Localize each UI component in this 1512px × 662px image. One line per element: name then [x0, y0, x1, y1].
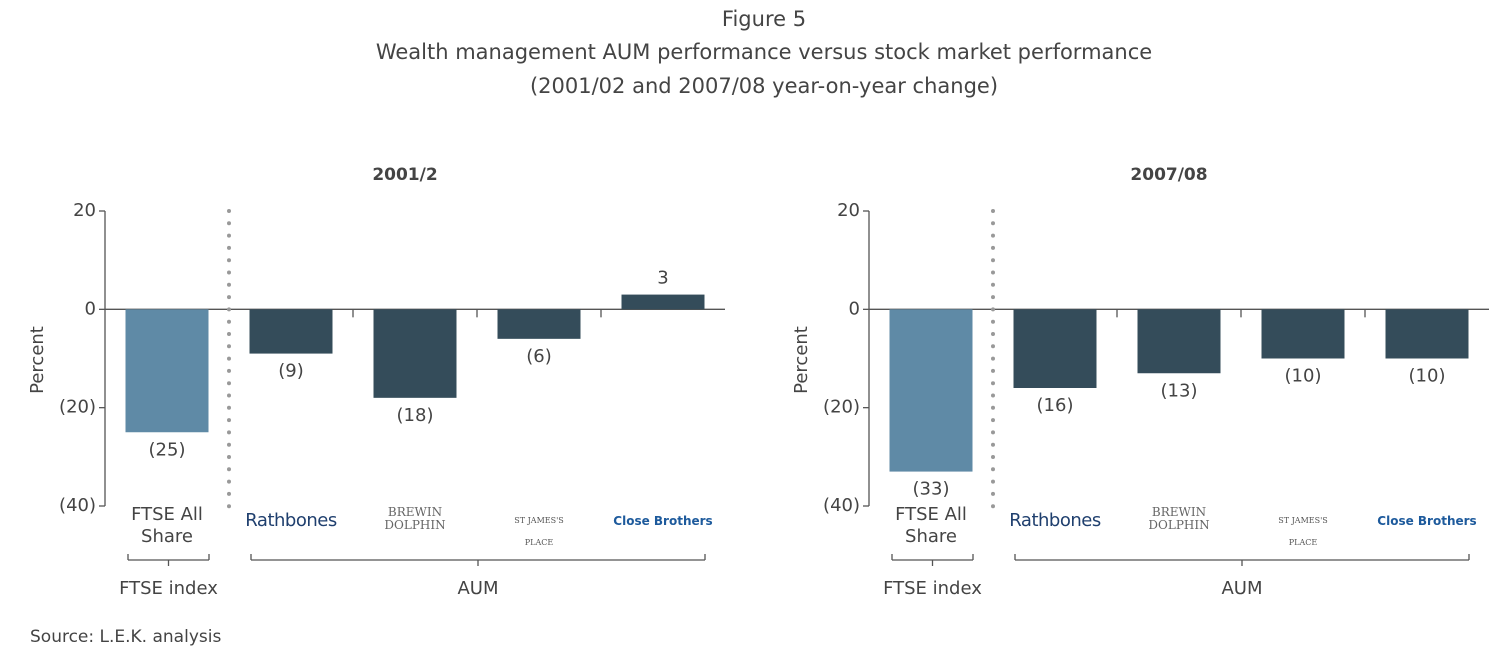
category-label: Rathbones [245, 510, 337, 531]
source: Source: L.E.K. analysis [30, 627, 221, 647]
bar [621, 294, 705, 310]
group-label: FTSE index [883, 578, 982, 599]
bar [1137, 309, 1221, 374]
category-label: ST JAMES'S PLACE [1278, 516, 1328, 546]
bar [1013, 309, 1097, 388]
category-label: BREWIN DOLPHIN [1148, 505, 1210, 532]
value-label: (9) [278, 361, 304, 382]
category-label-box: Rathbones [245, 510, 337, 531]
category-label: Close Brothers [613, 514, 713, 528]
bar [373, 309, 457, 398]
y-tick-label: 0 [849, 298, 860, 319]
y-tick-label: (40) [59, 495, 96, 516]
y-tick-label: 0 [85, 298, 96, 319]
bar [889, 309, 973, 472]
bar [249, 309, 333, 354]
category-label: Close Brothers [1377, 514, 1477, 528]
y-tick-label: (20) [823, 397, 860, 418]
value-label: 3 [657, 268, 668, 289]
y-tick-label: (40) [823, 495, 860, 516]
bar [497, 309, 581, 339]
category-label: ST JAMES'S PLACE [514, 516, 564, 546]
panel-title: 2007/08 [1130, 165, 1207, 185]
y-tick-label: (20) [59, 397, 96, 418]
category-label: BREWIN DOLPHIN [384, 505, 446, 532]
category-label-box: Rathbones [1009, 510, 1101, 531]
value-label: (33) [913, 479, 950, 500]
value-label: (6) [526, 346, 552, 367]
bar [125, 309, 209, 433]
category-label-box: Close Brothers [613, 514, 713, 528]
title: Wealth management AUM performance versus… [376, 40, 1152, 64]
value-label: (10) [1409, 366, 1446, 387]
group-label: AUM [1221, 578, 1262, 599]
bar [1385, 309, 1469, 359]
category-label-box: FTSE All Share [131, 504, 203, 546]
y-tick-label: 20 [73, 200, 96, 221]
category-label-box: ST JAMES'S PLACE [1278, 516, 1328, 546]
category-label-box: FTSE All Share [895, 504, 967, 546]
category-label-box: ST JAMES'S PLACE [514, 516, 564, 546]
y-axis-label: Percent [791, 326, 812, 394]
category-label: FTSE All Share [131, 504, 203, 546]
value-label: (13) [1161, 380, 1198, 401]
y-tick-label: 20 [837, 200, 860, 221]
subtitle: (2001/02 and 2007/08 year-on-year change… [530, 74, 998, 98]
category-label-box: BREWIN DOLPHIN [1148, 505, 1210, 532]
value-label: (18) [397, 405, 434, 426]
figure-label: Figure 5 [722, 7, 806, 31]
panel-title: 2001/2 [372, 165, 437, 185]
group-label: FTSE index [119, 578, 218, 599]
value-label: (25) [149, 439, 186, 460]
category-label: Rathbones [1009, 510, 1101, 531]
category-label-box: Close Brothers [1377, 514, 1477, 528]
y-axis-label: Percent [27, 326, 48, 394]
group-label: AUM [457, 578, 498, 599]
bar [1261, 309, 1345, 359]
category-label: FTSE All Share [895, 504, 967, 546]
value-label: (10) [1285, 366, 1322, 387]
category-label-box: BREWIN DOLPHIN [384, 505, 446, 532]
value-label: (16) [1037, 395, 1074, 416]
